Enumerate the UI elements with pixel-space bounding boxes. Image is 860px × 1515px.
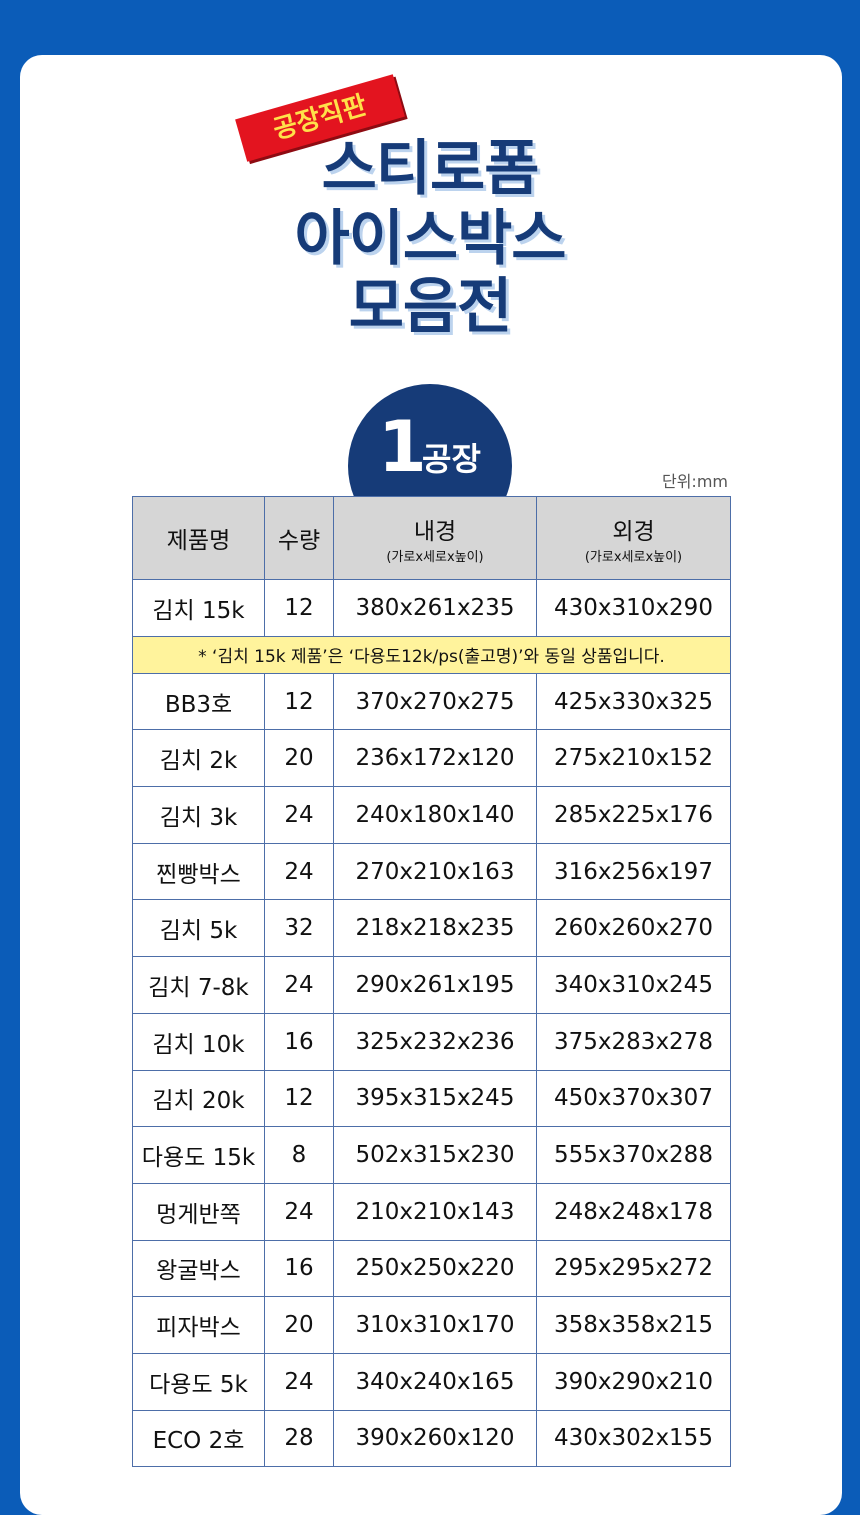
cell: 왕굴박스 bbox=[132, 1239, 265, 1298]
cell: 340x310x245 bbox=[536, 956, 731, 1014]
cell: 250x250x220 bbox=[333, 1239, 537, 1298]
unit: 단위:mm bbox=[661, 472, 728, 491]
cell: 16 bbox=[264, 1012, 334, 1071]
cell: 찐빵박스 bbox=[132, 842, 265, 901]
column-label: 외경 bbox=[612, 518, 655, 545]
cell: 24 bbox=[264, 1352, 334, 1411]
cell: 390x260x120 bbox=[333, 1409, 537, 1468]
cell: 김치 5k bbox=[132, 899, 265, 958]
cell: 24 bbox=[264, 842, 334, 901]
cell: 32 bbox=[264, 899, 334, 958]
cell: 260x260x270 bbox=[536, 899, 731, 958]
cell: 275x210x152 bbox=[536, 729, 731, 788]
row: 김치 10k 16 325x232x236 375x283x278 bbox=[132, 1012, 731, 1071]
cell: 김치 7-8k bbox=[132, 956, 265, 1014]
column-header: 수량 bbox=[264, 496, 334, 580]
cell: 270x210x163 bbox=[333, 842, 537, 901]
cell: 김치 3k bbox=[132, 786, 265, 844]
header-row: 제품명 수량 내경 (가로x세로x높이) 외경 (가로x세로x높이) bbox=[132, 496, 731, 580]
cell: 395x315x245 bbox=[333, 1069, 537, 1128]
cell: 390x290x210 bbox=[536, 1352, 731, 1411]
row: 찐빵박스 24 270x210x163 316x256x197 bbox=[132, 842, 731, 901]
row: ECO 2호 28 390x260x120 430x302x155 bbox=[132, 1409, 731, 1468]
note: * ‘김치 15k 제품’은 ‘다용도12k/ps(출고명)’와 동일 상품입니… bbox=[132, 635, 731, 674]
row: 김치 5k 32 218x218x235 260x260x270 bbox=[132, 899, 731, 958]
cell: 430x302x155 bbox=[536, 1409, 731, 1468]
row: 김치 15k 12 380x261x235 430x310x290 bbox=[132, 579, 731, 637]
column-header: 제품명 bbox=[132, 496, 265, 580]
cell: 210x210x143 bbox=[333, 1182, 537, 1241]
row: 왕굴박스 16 250x250x220 295x295x272 bbox=[132, 1239, 731, 1298]
cell: 358x358x215 bbox=[536, 1296, 731, 1354]
cell: 218x218x235 bbox=[333, 899, 537, 958]
column-label: 제품명 bbox=[166, 528, 231, 554]
cell: 16 bbox=[264, 1239, 334, 1298]
cell: 236x172x120 bbox=[333, 729, 537, 788]
cell: 12 bbox=[264, 672, 334, 731]
cell: 김치 15k bbox=[132, 579, 265, 637]
cell: 8 bbox=[264, 1126, 334, 1184]
row: 김치 2k 20 236x172x120 275x210x152 bbox=[132, 729, 731, 788]
cell: 김치 10k bbox=[132, 1012, 265, 1071]
row: 김치 7-8k 24 290x261x195 340x310x245 bbox=[132, 956, 731, 1014]
cell: 370x270x275 bbox=[333, 672, 537, 731]
column-header: 내경 (가로x세로x높이) bbox=[333, 496, 537, 580]
cell: 12 bbox=[264, 579, 334, 637]
cell: 20 bbox=[264, 1296, 334, 1354]
row: 김치 3k 24 240x180x140 285x225x176 bbox=[132, 786, 731, 844]
cell: 24 bbox=[264, 786, 334, 844]
note-row: * ‘김치 15k 제품’은 ‘다용도12k/ps(출고명)’와 동일 상품입니… bbox=[132, 635, 731, 674]
row: 김치 20k 12 395x315x245 450x370x307 bbox=[132, 1069, 731, 1128]
cell: 316x256x197 bbox=[536, 842, 731, 901]
cell: 555x370x288 bbox=[536, 1126, 731, 1184]
cell: 김치 2k bbox=[132, 729, 265, 788]
row: 다용도 15k 8 502x315x230 555x370x288 bbox=[132, 1126, 731, 1184]
column-sub: (가로x세로x높이) bbox=[584, 549, 683, 565]
cell: 295x295x272 bbox=[536, 1239, 731, 1298]
title-line: 스티로폼 bbox=[321, 134, 540, 204]
cell: ECO 2호 bbox=[132, 1409, 265, 1468]
column-label: 수량 bbox=[277, 528, 321, 554]
cell: 375x283x278 bbox=[536, 1012, 731, 1071]
cell: 502x315x230 bbox=[333, 1126, 537, 1184]
row: 피자박스 20 310x310x170 358x358x215 bbox=[132, 1296, 731, 1354]
title-line: 모음전 bbox=[348, 272, 513, 342]
cell: 김치 20k bbox=[132, 1069, 265, 1128]
cell: BB3호 bbox=[132, 672, 265, 731]
row: 멍게반쪽 24 210x210x143 248x248x178 bbox=[132, 1182, 731, 1241]
cell: 24 bbox=[264, 1182, 334, 1241]
cell: 20 bbox=[264, 729, 334, 788]
cell: 240x180x140 bbox=[333, 786, 537, 844]
title-line: 아이스박스 bbox=[294, 204, 567, 274]
column-label: 내경 bbox=[413, 518, 457, 545]
row: BB3호 12 370x270x275 425x330x325 bbox=[132, 672, 731, 731]
cell: 285x225x176 bbox=[536, 786, 731, 844]
column-header: 외경 (가로x세로x높이) bbox=[536, 496, 731, 580]
row: 다용도 5k 24 340x240x165 390x290x210 bbox=[132, 1352, 731, 1411]
column-sub: (가로x세로x높이) bbox=[386, 549, 484, 565]
cell: 멍게반쪽 bbox=[132, 1182, 265, 1241]
cell: 248x248x178 bbox=[536, 1182, 731, 1241]
cell: 다용도 5k bbox=[132, 1352, 265, 1411]
cell: 380x261x235 bbox=[333, 579, 537, 637]
cell: 325x232x236 bbox=[333, 1012, 537, 1071]
cell: 12 bbox=[264, 1069, 334, 1128]
cell: 290x261x195 bbox=[333, 956, 537, 1014]
cell: 28 bbox=[264, 1409, 334, 1468]
size-table: 제품명 수량 내경 (가로x세로x높이) 외경 (가로x세로x높이) 김치 15k 12 38… bbox=[132, 496, 731, 1468]
factory-number: 1 bbox=[378, 406, 427, 488]
cell: 310x310x170 bbox=[333, 1296, 537, 1354]
cell: 다용도 15k bbox=[132, 1126, 265, 1184]
cell: 425x330x325 bbox=[536, 672, 731, 731]
cell: 피자박스 bbox=[132, 1296, 265, 1354]
cell: 450x370x307 bbox=[536, 1069, 731, 1128]
factory-label: 공장 bbox=[422, 440, 481, 478]
cell: 340x240x165 bbox=[333, 1352, 537, 1411]
cell: 430x310x290 bbox=[536, 579, 731, 637]
cell: 24 bbox=[264, 956, 334, 1014]
